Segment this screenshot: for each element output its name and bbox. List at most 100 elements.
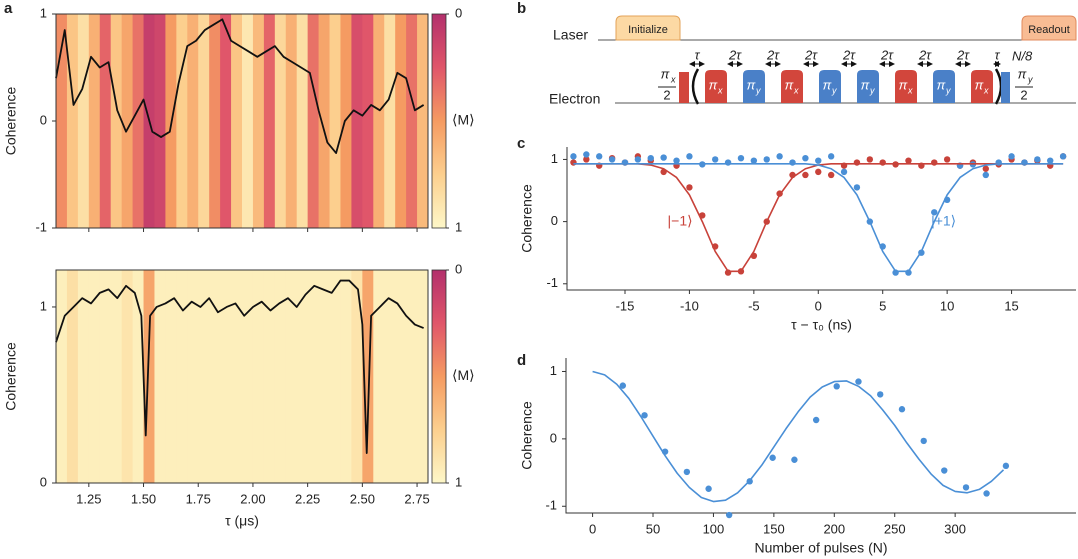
plot-area [56, 270, 428, 483]
pulse-denominator: 2 [1020, 87, 1027, 102]
x-axis-label: τ − τ₀ (ns) [791, 317, 852, 333]
data-point [596, 153, 603, 160]
x-tick-label: 0 [815, 298, 822, 313]
x-tick-label: 2.00 [240, 491, 265, 506]
series-label: |+1⟩ [931, 212, 956, 228]
x-tick-label: 2.25 [295, 491, 320, 506]
data-point [608, 156, 616, 163]
data-point [673, 157, 680, 164]
laser-box [1021, 15, 1077, 41]
delay-label: 2τ [918, 47, 932, 62]
pulse [895, 70, 917, 103]
heat-cell [318, 270, 331, 483]
bracket [994, 68, 1003, 105]
heat-cell [263, 14, 276, 228]
x-tick-label: 5 [879, 298, 886, 313]
heat-cell [362, 14, 374, 228]
data-point [724, 159, 732, 166]
heat-cell [121, 14, 134, 228]
pulse-label: π [861, 77, 870, 92]
heat-cell [143, 270, 156, 483]
data-point [898, 406, 906, 413]
frame [55, 269, 429, 484]
data-point [619, 382, 627, 389]
x-tick-label: 200 [823, 521, 845, 536]
pulse [933, 70, 955, 103]
x-tick-label: 1.50 [131, 491, 156, 506]
data-point [737, 154, 745, 162]
data-point [866, 156, 874, 163]
pulse-label: π [709, 77, 718, 92]
data-point [686, 153, 693, 160]
panel-label: d [517, 352, 526, 369]
data-point [776, 153, 783, 160]
heat-cell [198, 270, 210, 483]
y-tick-label: -1 [545, 498, 557, 513]
y-axis-label: Coherence [3, 87, 19, 156]
data-line [573, 162, 1064, 273]
data-point [1047, 157, 1054, 164]
data-line [55, 279, 424, 454]
heat-cell [154, 14, 167, 228]
heat-cell [121, 270, 134, 483]
plot-area [56, 14, 428, 228]
pulse-label: π [1018, 66, 1027, 81]
data-point [769, 454, 776, 461]
delay-label: τ [995, 47, 1001, 62]
heat-cell [187, 270, 199, 483]
heat-cell [406, 270, 418, 483]
pulse [819, 70, 841, 103]
heat-cell [252, 14, 265, 228]
panel-label: a [4, 0, 13, 17]
delay-label: 2τ [956, 47, 970, 62]
data-line [592, 370, 1005, 503]
pulse [705, 70, 727, 103]
x-tick-label: 300 [944, 521, 966, 536]
heat-cell [351, 14, 363, 228]
data-point [686, 184, 693, 191]
pulse-subscript: x [983, 85, 989, 95]
data-point [1034, 156, 1041, 163]
pulse-label: π [975, 77, 984, 92]
heat-cell [307, 270, 320, 483]
y-tick-label: -1 [546, 275, 558, 290]
x-axis-label: τ (μs) [225, 513, 259, 529]
x-tick-label: 150 [763, 521, 785, 536]
heat-cell [395, 14, 407, 228]
pulse-subscript: x [717, 85, 723, 95]
heat-cell [274, 270, 287, 483]
data-point [853, 184, 861, 191]
x-tick-label: 0 [589, 521, 596, 536]
data-point [660, 154, 667, 161]
data-point [827, 153, 835, 160]
data-point [791, 456, 798, 463]
heat-cell [220, 14, 232, 228]
x-tick-label: 1.75 [186, 491, 211, 506]
heat-cell [296, 270, 309, 483]
data-point [725, 511, 733, 519]
colorbar-tick-label: 1 [455, 474, 462, 489]
bracket [691, 68, 700, 105]
pulse-subscript: y [945, 85, 951, 95]
pulse-subscript: y [755, 85, 761, 95]
data-point [920, 437, 927, 445]
x-tick-label: -15 [616, 298, 635, 313]
data-point [815, 168, 822, 176]
data-point [641, 412, 648, 419]
heat-cell [231, 14, 243, 228]
delay-label: 2τ [766, 47, 780, 62]
data-point [943, 156, 951, 163]
heat-cell [285, 270, 298, 483]
heat-cell [329, 270, 342, 483]
data-point [705, 485, 712, 492]
heat-cell [176, 14, 188, 228]
data-point [750, 157, 758, 164]
heat-cell [154, 270, 167, 483]
data-point [1059, 153, 1067, 160]
heat-cell [318, 14, 331, 228]
heat-cell [384, 270, 396, 483]
heat-cell [209, 14, 221, 228]
data-point [647, 154, 654, 162]
x-tick-label: -10 [680, 298, 699, 313]
data-point [583, 156, 590, 163]
